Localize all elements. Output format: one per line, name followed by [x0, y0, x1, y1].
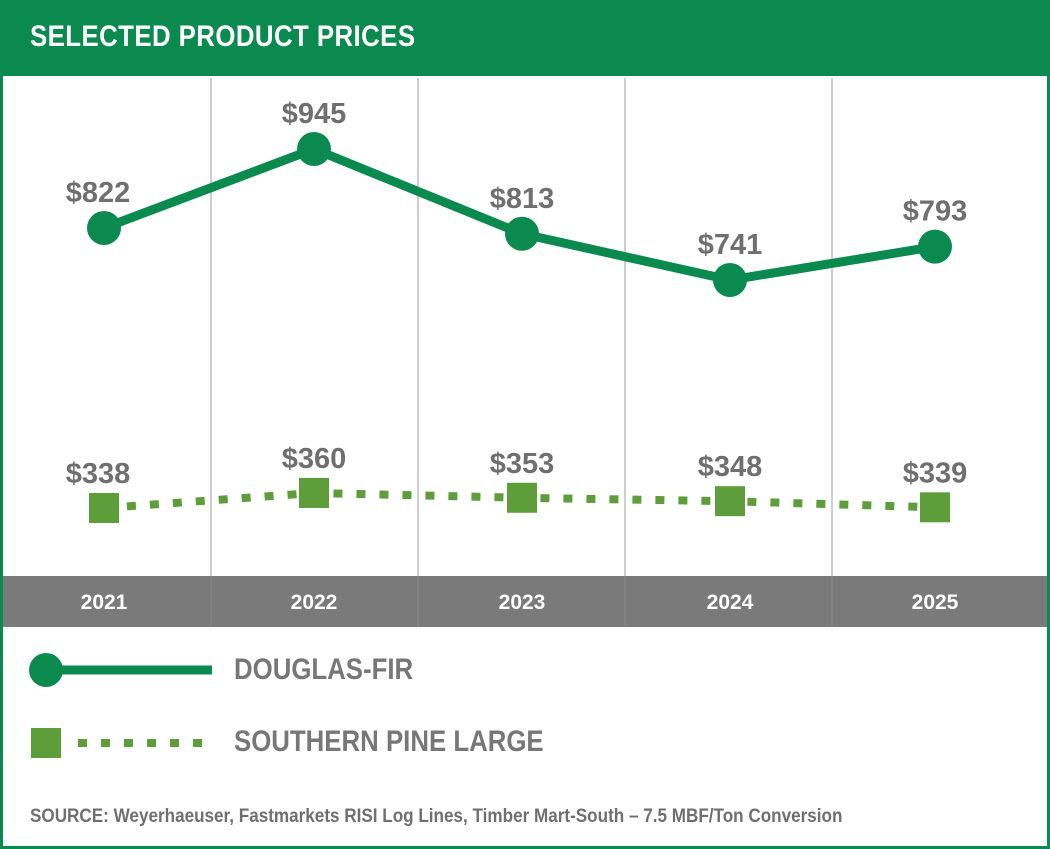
- data-label-southern-pine: $338: [66, 458, 131, 490]
- data-point-southern-pine: [920, 492, 950, 523]
- data-point-douglas-fir: [87, 210, 121, 245]
- data-point-douglas-fir: [505, 216, 539, 251]
- data-label-douglas-fir: $793: [903, 196, 968, 228]
- data-point-southern-pine: [507, 482, 537, 513]
- chart-title: SELECTED PRODUCT PRICES: [30, 20, 416, 53]
- x-axis-band: [3, 576, 1047, 627]
- x-tick-label: 2021: [81, 591, 128, 614]
- data-label-douglas-fir: $822: [66, 177, 131, 209]
- legend-label-southern-pine: SOUTHERN PINE LARGE: [234, 725, 544, 758]
- source-note: SOURCE: Weyerhaeuser, Fastmarkets RISI L…: [30, 806, 843, 827]
- data-label-douglas-fir: $741: [698, 229, 763, 261]
- data-point-douglas-fir: [918, 229, 952, 264]
- data-point-douglas-fir: [297, 132, 331, 166]
- x-tick-label: 2024: [707, 591, 754, 614]
- legend-marker-southern-pine: [31, 728, 61, 758]
- x-tick-label: 2023: [499, 591, 546, 614]
- data-label-douglas-fir: $813: [490, 183, 555, 215]
- legend-label-douglas-fir: DOUGLAS-FIR: [234, 653, 414, 686]
- data-label-southern-pine: $348: [698, 451, 763, 483]
- data-point-southern-pine: [715, 486, 745, 517]
- chart-header: SELECTED PRODUCT PRICES: [0, 0, 1050, 76]
- data-point-douglas-fir: [713, 263, 747, 297]
- data-point-southern-pine: [89, 493, 119, 523]
- data-label-douglas-fir: $945: [282, 98, 347, 130]
- x-tick-label: 2022: [291, 591, 338, 614]
- data-point-southern-pine: [299, 478, 329, 508]
- data-label-southern-pine: $353: [490, 448, 555, 480]
- data-label-southern-pine: $360: [282, 443, 347, 475]
- x-tick-label: 2025: [912, 591, 959, 614]
- legend-marker-douglas-fir: [29, 653, 63, 687]
- data-label-southern-pine: $339: [903, 457, 968, 489]
